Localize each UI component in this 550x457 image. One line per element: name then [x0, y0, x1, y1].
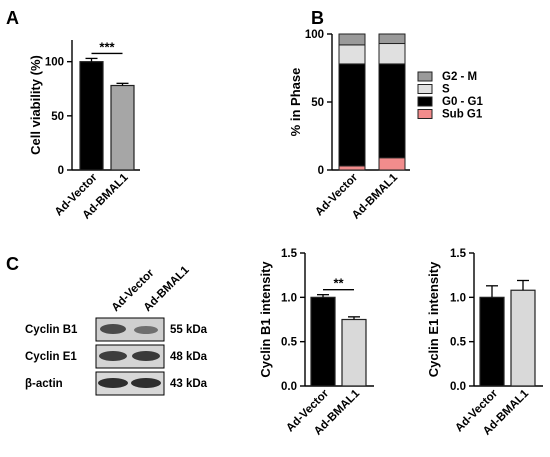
phase-bar-ad-vector-s: [338, 44, 366, 65]
cyclinE1-bar-ad-bmal1: [510, 289, 536, 387]
phase-bar-ad-vector-g0-g1: [338, 63, 366, 167]
legend-label-sub-g1: Sub G1: [442, 109, 483, 121]
phase-bar-ad-bmal1-g0-g1: [378, 63, 406, 159]
cyclinE1-bar-ad-vector: [479, 296, 505, 387]
legend-label-s: S: [442, 84, 450, 96]
blot-band-cyclin-e1-bmal1: [132, 351, 160, 361]
blot-kda-beta-actin: 43 kDa: [170, 378, 208, 390]
legend-swatch-s: [417, 84, 433, 94]
phase-bar-ad-bmal1-sub-g1: [378, 157, 406, 171]
blot-strip-cyclin-e1: [95, 344, 165, 369]
panel-label-a: A: [6, 8, 19, 28]
cyclinB1-significance-stars: **: [333, 276, 344, 291]
blot-band-cyclin-b1-vector: [100, 324, 126, 334]
viability-y-tick-label: 50: [51, 111, 64, 123]
viability-bar-ad-bmal1: [110, 84, 135, 171]
blot-protein-cyclin-b1: Cyclin B1: [25, 324, 78, 336]
phase-bar-ad-bmal1-s: [378, 43, 406, 65]
legend-swatch-sub-g1: [417, 109, 433, 119]
cyclinE1-y-tick-label: 1.5: [450, 248, 467, 260]
viability-y-tick-label: 0: [58, 165, 64, 177]
legend-label-g0-g1: G0 - G1: [442, 96, 484, 108]
blot-strip-cyclin-b1: [95, 317, 165, 342]
cyclinE1-y-tick-label: 0.0: [450, 381, 466, 393]
phase-bar-ad-bmal1-g2-m: [378, 33, 406, 45]
viability-y-tick-label: 100: [45, 57, 64, 69]
viability-y-axis-label: Cell viability (%): [28, 55, 43, 155]
cyclinB1-bar-ad-bmal1: [341, 318, 367, 387]
legend-swatch-g2-m: [417, 71, 433, 82]
legend-label-g2-m: G2 - M: [442, 71, 477, 83]
cyclinE1-y-tick-label: 0.5: [450, 337, 467, 349]
cyclinB1-y-tick-label: 0.0: [281, 381, 297, 393]
blot-strip-beta-actin: [95, 371, 165, 396]
phase-y-tick-label: 0: [318, 165, 324, 177]
viability-bar-ad-vector: [79, 61, 104, 171]
phase-bar-ad-vector-sub-g1: [338, 165, 366, 171]
blot-band-cyclin-e1-vector: [99, 351, 127, 361]
blot-band-beta-actin-bmal1: [131, 378, 161, 388]
phase-y-axis-label: % in Phase: [288, 68, 303, 137]
cyclinB1-y-tick-label: 1.5: [281, 248, 298, 260]
legend-swatch-g0-g1: [417, 96, 433, 107]
cyclinE1-y-tick-label: 1.0: [450, 292, 466, 304]
cyclinB1-bar-ad-vector: [310, 296, 336, 387]
phase-y-tick-label: 50: [311, 97, 324, 109]
cyclinB1-y-tick-label: 0.5: [281, 337, 298, 349]
cyclinB1-y-axis-label: Cyclin B1 intensity: [258, 261, 273, 378]
blot-protein-beta-actin: β-actin: [25, 378, 63, 390]
blot-kda-cyclin-e1: 48 kDa: [170, 351, 208, 363]
blot-band-cyclin-b1-bmal1: [134, 326, 158, 334]
phase-bar-ad-vector-g2-m: [338, 33, 366, 46]
phase-y-tick-label: 100: [305, 29, 324, 41]
blot-kda-cyclin-b1: 55 kDa: [170, 324, 208, 336]
western-blot: Ad-Vector Ad-BMAL1 Cyclin B1 Cyclin E1 β…: [25, 264, 208, 396]
blot-protein-cyclin-e1: Cyclin E1: [25, 351, 77, 363]
cyclinE1-y-axis-label: Cyclin E1 intensity: [426, 261, 441, 377]
viability-significance-stars: ***: [99, 39, 115, 54]
blot-band-beta-actin-vector: [98, 378, 128, 388]
cyclinB1-y-tick-label: 1.0: [281, 292, 297, 304]
panel-label-c: C: [6, 254, 19, 274]
panel-label-b: B: [311, 8, 324, 28]
